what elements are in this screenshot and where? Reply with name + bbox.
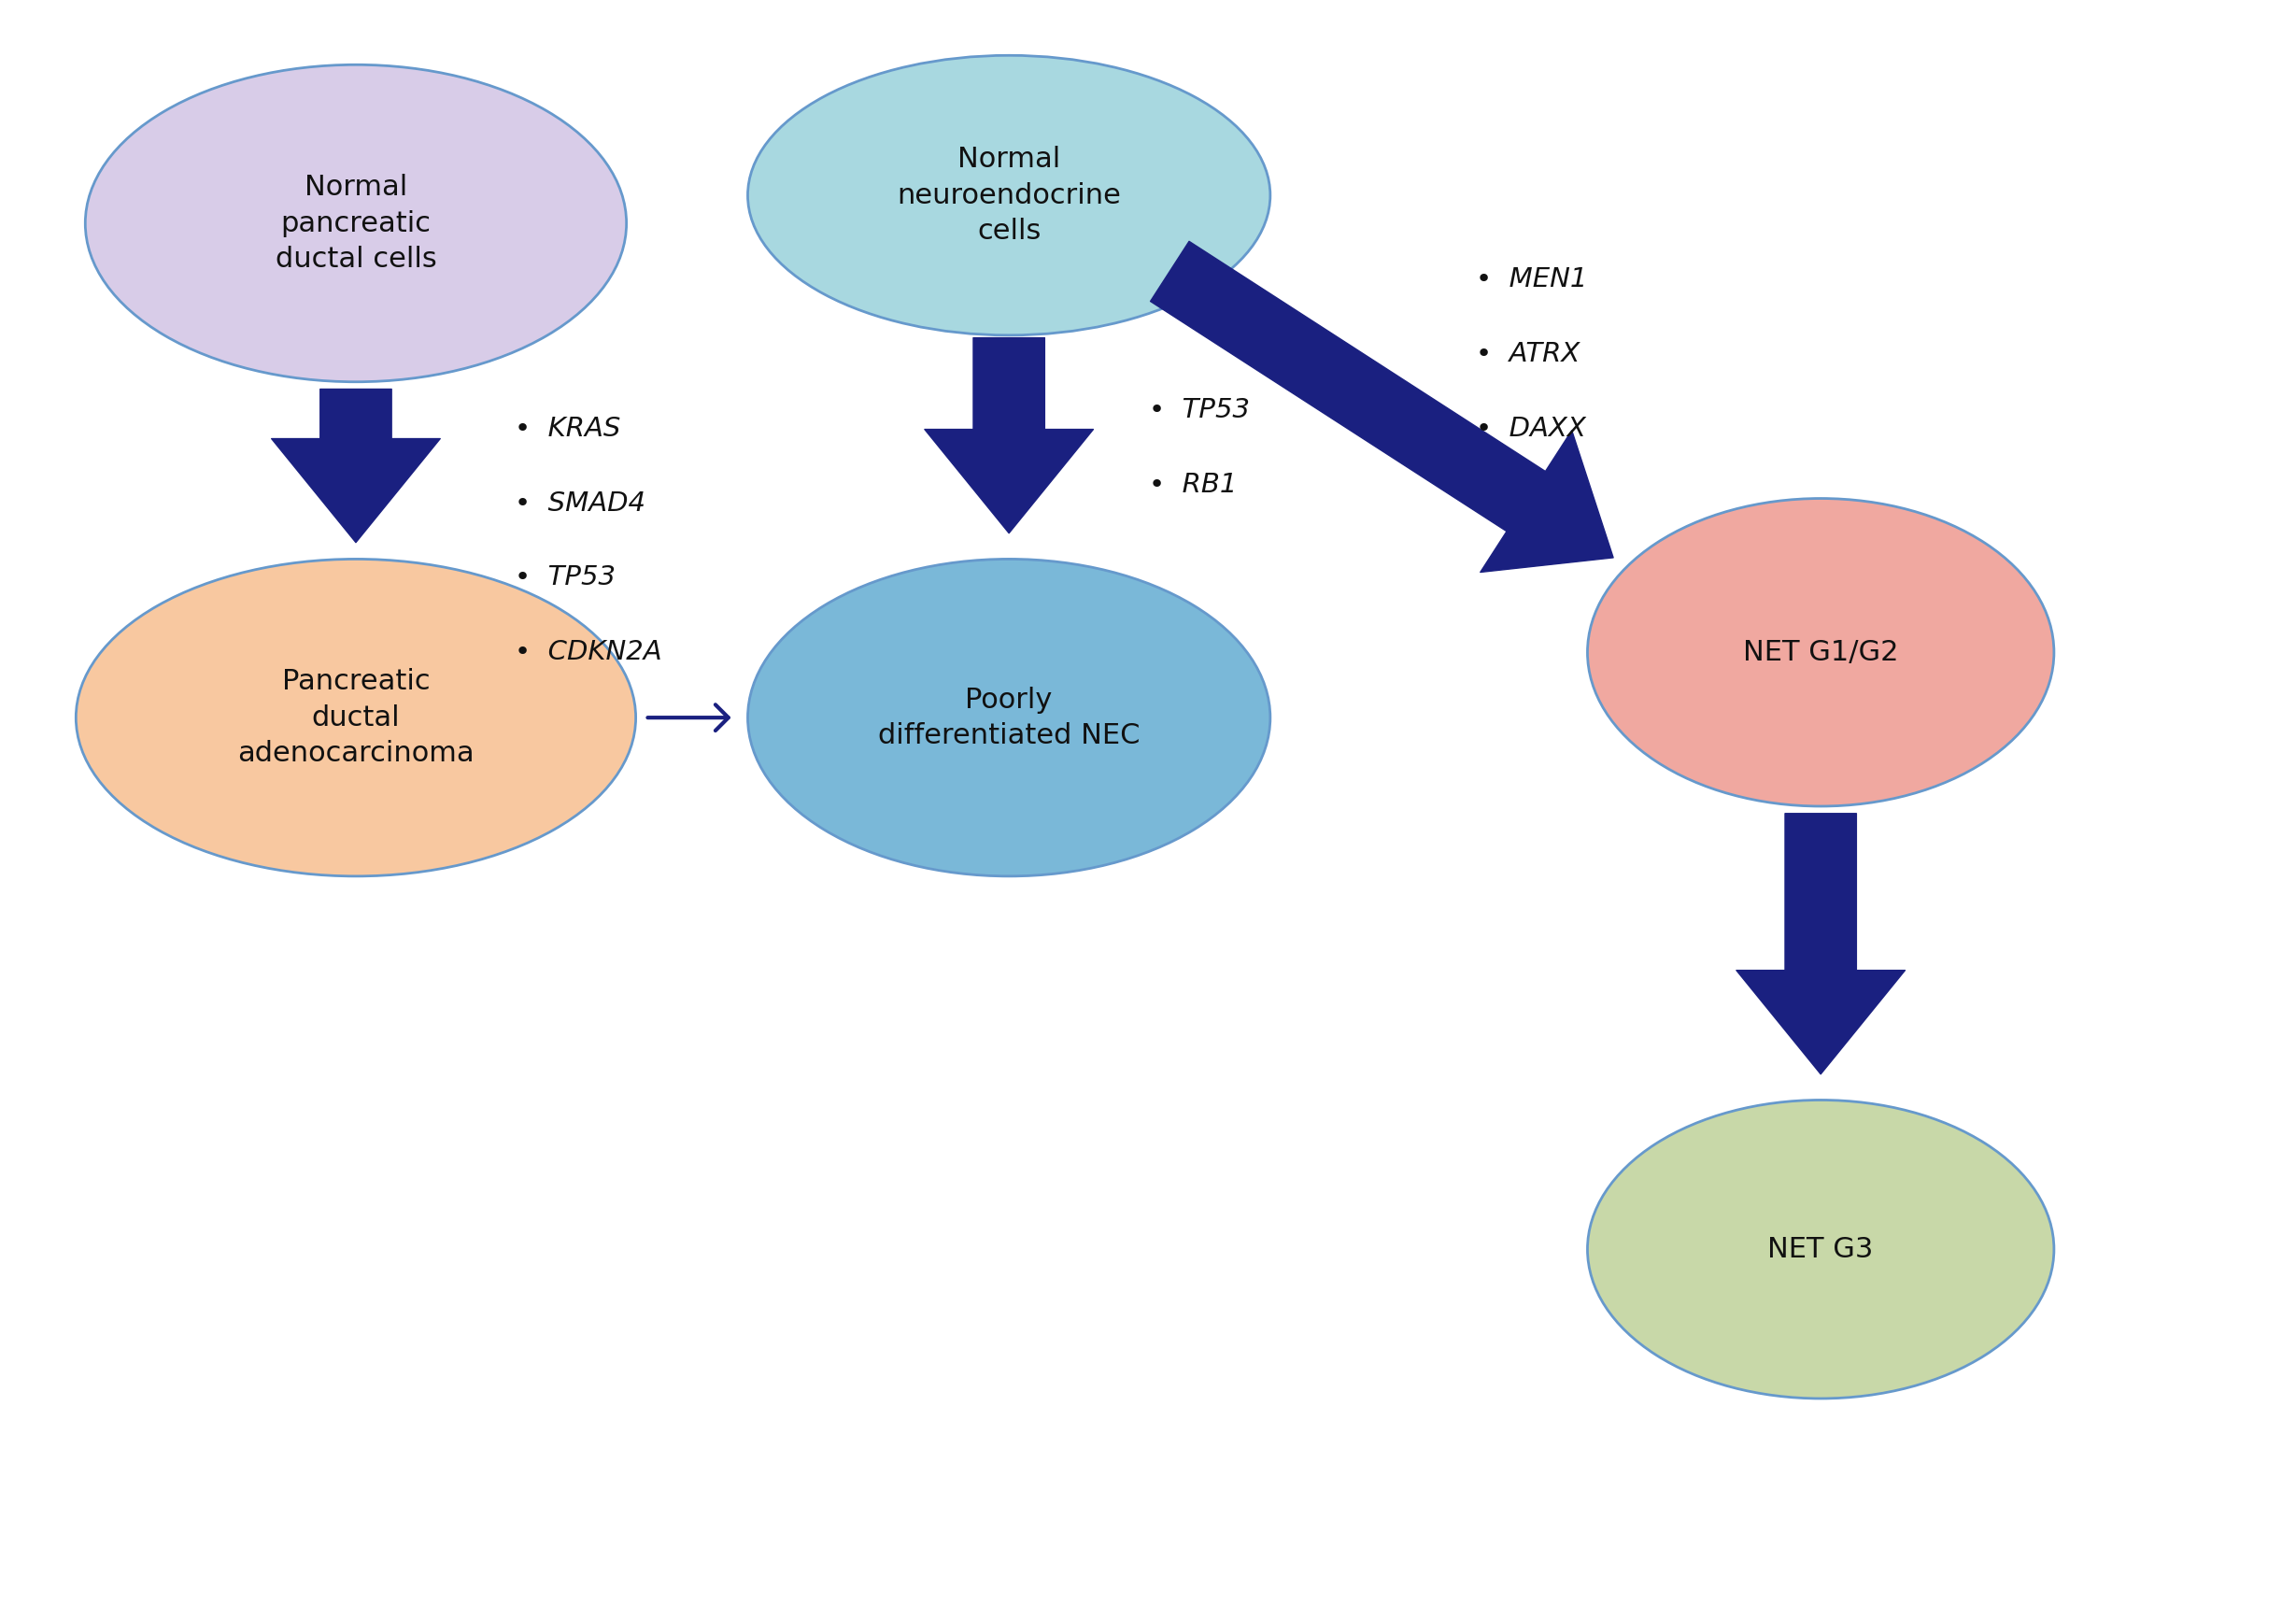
Text: •  DAXX: • DAXX bbox=[1476, 416, 1587, 441]
Ellipse shape bbox=[748, 559, 1270, 876]
Text: NET G1/G2: NET G1/G2 bbox=[1743, 639, 1899, 666]
Text: •  TP53: • TP53 bbox=[514, 565, 615, 591]
Text: Poorly
differentiated NEC: Poorly differentiated NEC bbox=[877, 687, 1141, 750]
Text: •  ATRX: • ATRX bbox=[1476, 340, 1580, 368]
Ellipse shape bbox=[85, 64, 627, 382]
Text: •  SMAD4: • SMAD4 bbox=[514, 490, 645, 517]
Text: •  CDKN2A: • CDKN2A bbox=[514, 639, 661, 666]
Text: •  MEN1: • MEN1 bbox=[1476, 266, 1587, 292]
Ellipse shape bbox=[1587, 1099, 2055, 1398]
Ellipse shape bbox=[748, 56, 1270, 335]
Text: Normal
neuroendocrine
cells: Normal neuroendocrine cells bbox=[898, 146, 1120, 244]
Text: •  RB1: • RB1 bbox=[1148, 472, 1238, 498]
Text: •  KRAS: • KRAS bbox=[514, 416, 620, 441]
Text: •  TP53: • TP53 bbox=[1148, 396, 1249, 422]
Text: NET G3: NET G3 bbox=[1768, 1236, 1874, 1263]
Ellipse shape bbox=[76, 559, 636, 876]
Text: Normal
pancreatic
ductal cells: Normal pancreatic ductal cells bbox=[276, 173, 436, 273]
Text: Pancreatic
ductal
adenocarcinoma: Pancreatic ductal adenocarcinoma bbox=[236, 668, 475, 767]
Ellipse shape bbox=[1587, 499, 2055, 806]
